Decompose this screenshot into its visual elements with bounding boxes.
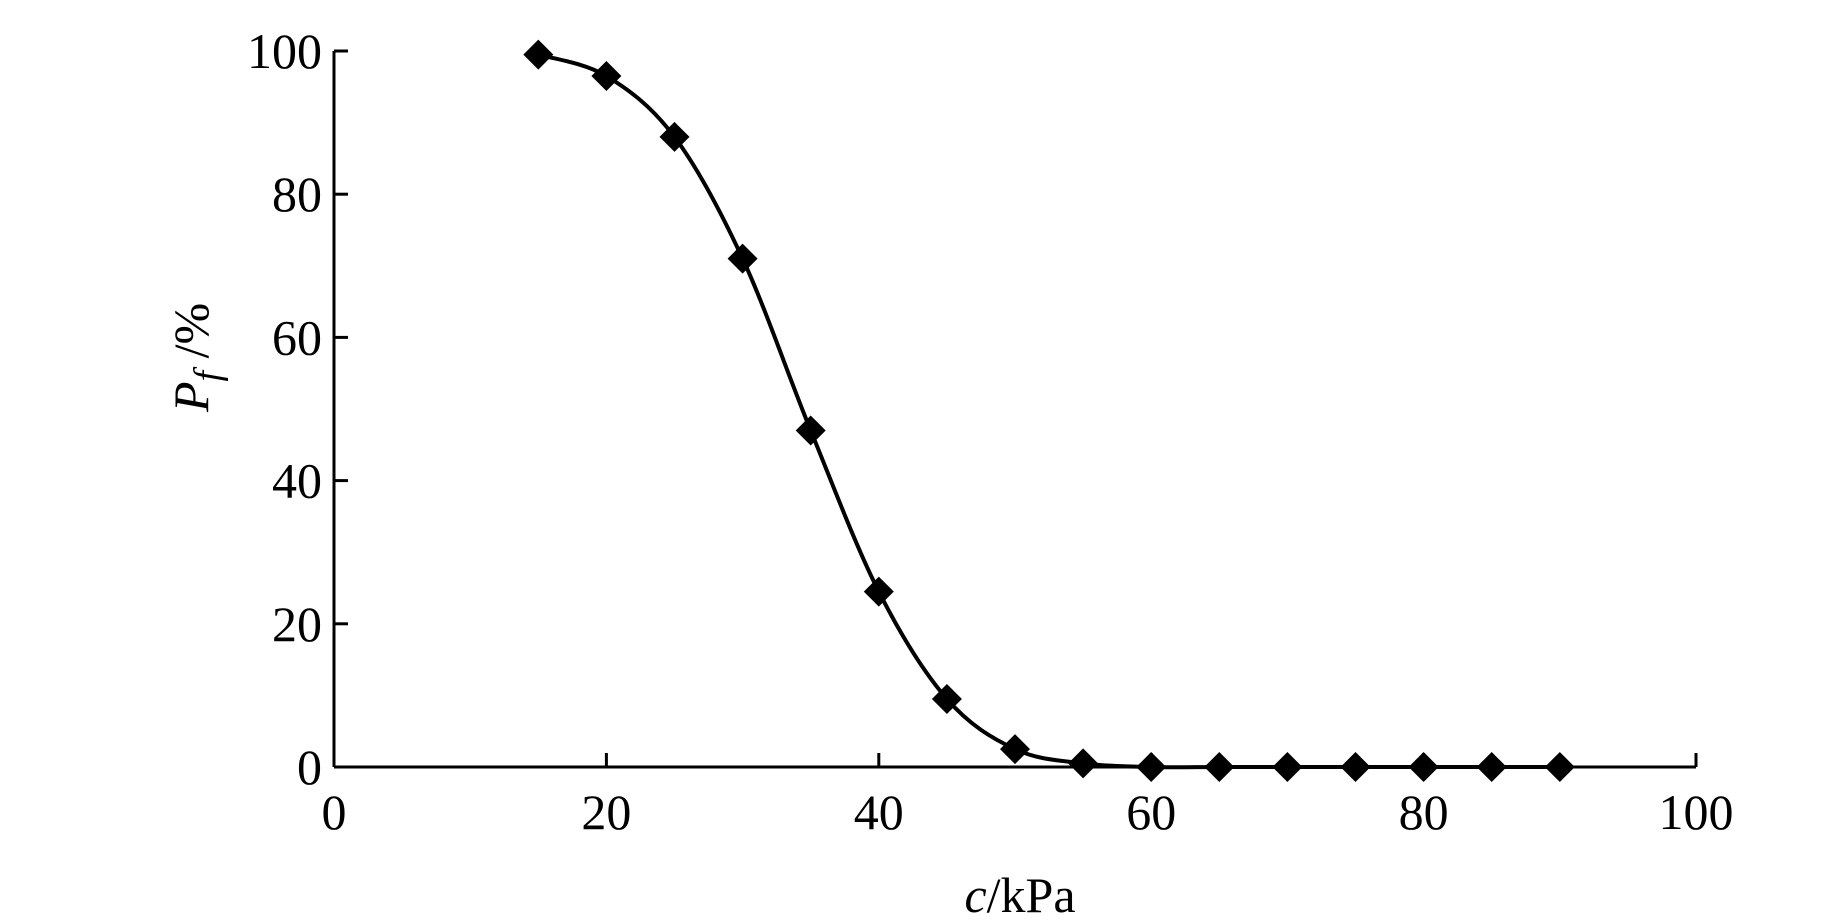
y-tick-label: 100 [247, 23, 322, 79]
data-point-marker [863, 576, 894, 607]
x-tick-label: 0 [322, 784, 347, 840]
data-point-marker [591, 61, 622, 92]
series-line [537, 52, 1560, 770]
data-point-marker [727, 243, 758, 274]
data-point-marker [523, 39, 554, 70]
data-point-marker [931, 683, 962, 714]
y-tick-label: 80 [272, 166, 322, 222]
y-tick-label: 60 [272, 309, 322, 365]
data-point-marker [1068, 748, 1099, 779]
data-point-marker [1272, 752, 1303, 782]
data-point-marker [795, 415, 826, 446]
series [523, 39, 1575, 782]
x-axis-title: c/kPa [964, 867, 1075, 921]
x-tick-label: 60 [1126, 784, 1176, 840]
x-tick-label: 100 [1659, 784, 1734, 840]
data-point-marker [1408, 752, 1439, 782]
y-axis-title-unit: /% [163, 303, 219, 371]
y-tick-label: 20 [272, 596, 322, 652]
y-tick-label: 0 [297, 739, 322, 795]
y-tick-label: 40 [272, 453, 322, 509]
data-point-marker [659, 121, 690, 152]
y-axis-title: Pf /% [163, 303, 229, 413]
x-tick-label: 40 [854, 784, 904, 840]
x-axis-title-variable: c [964, 867, 986, 921]
data-point-marker [1000, 734, 1030, 765]
data-point-marker [1544, 752, 1575, 782]
x-tick-label: 20 [581, 784, 631, 840]
axes [332, 51, 1696, 769]
ticks: 0 20 40 60 80 100 0 20 40 60 80 100 [247, 23, 1734, 840]
data-point-marker [1204, 752, 1235, 782]
x-axis-title-unit: /kPa [987, 867, 1076, 921]
data-point-marker [1476, 752, 1507, 782]
x-tick-label: 80 [1399, 784, 1449, 840]
y-axis-title-variable: P [163, 381, 219, 413]
data-point-marker [1136, 752, 1167, 782]
data-point-marker [1340, 752, 1371, 782]
